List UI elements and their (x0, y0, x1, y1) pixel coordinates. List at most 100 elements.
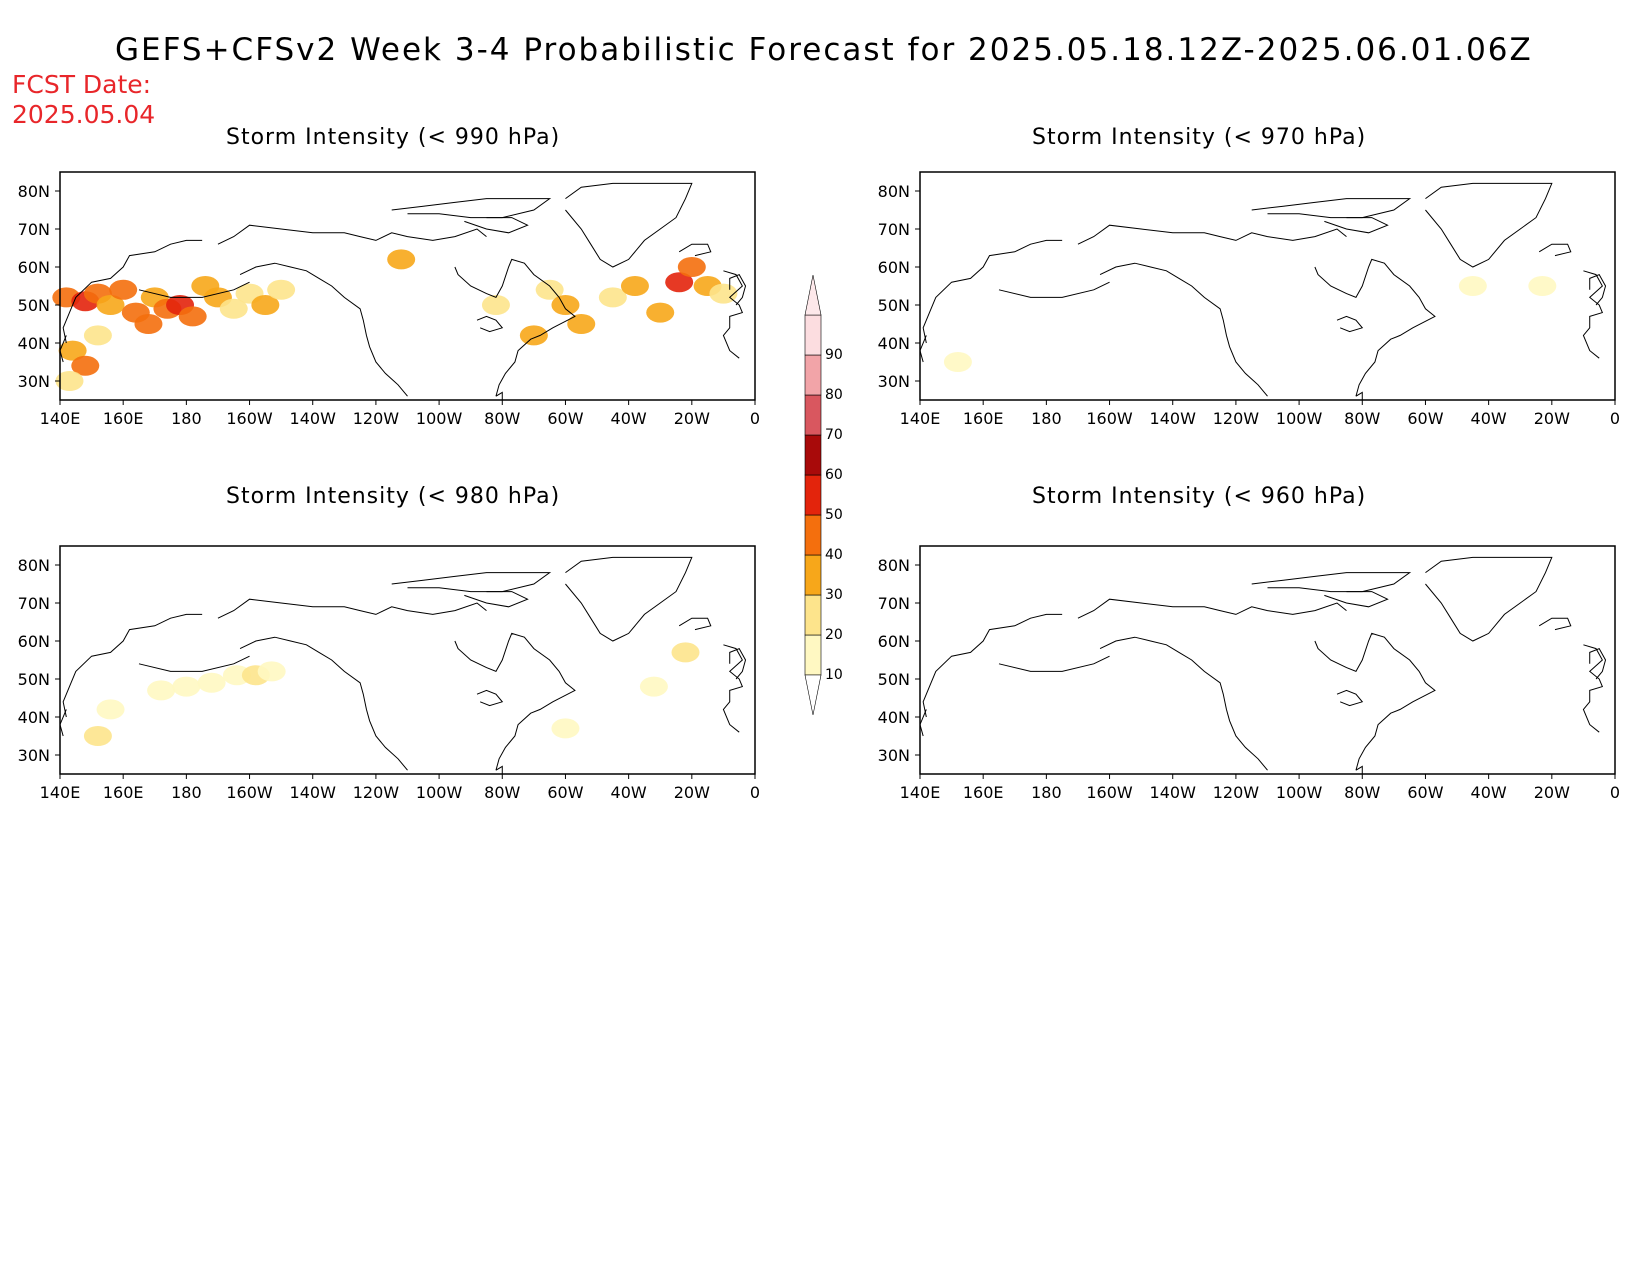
lon-label: 140E (40, 409, 81, 428)
coastline (464, 217, 529, 234)
coastline (495, 391, 503, 400)
probability-cell (671, 642, 700, 663)
coastline (62, 239, 203, 344)
coastline (998, 655, 1110, 672)
panel-title-960: Storm Intensity (< 960 hPa) (1032, 484, 1367, 509)
map-panel-980: 140E 160E 180 160W 140W 120W 100W 80W 60W 40W 20W 0… (18, 545, 760, 802)
lon-label: 20W (674, 409, 710, 428)
lon-label: 120W (353, 783, 400, 802)
lat-label: 60N (18, 258, 50, 277)
coastline (454, 632, 576, 771)
lat-label: 50N (878, 670, 910, 689)
colorbar-label: 60 (825, 467, 843, 483)
coastline (1582, 270, 1604, 359)
probability-cell (567, 314, 596, 334)
lon-label: 0 (1610, 409, 1620, 428)
lat-label: 70N (878, 594, 910, 613)
coastline (678, 617, 712, 631)
probability-cell (257, 661, 286, 682)
fcst-date-label: FCST Date: (12, 70, 152, 99)
coastline (217, 224, 487, 245)
colorbar-bottom-arrow (804, 674, 822, 716)
lat-label: 70N (878, 220, 910, 239)
colorbar-label: 20 (825, 627, 843, 643)
lon-label: 140W (290, 409, 337, 428)
lon-label: 40W (611, 783, 647, 802)
coastline (1077, 224, 1347, 245)
lon-label: 160E (963, 783, 1004, 802)
coastline (1589, 273, 1607, 306)
lon-label: 120W (1213, 409, 1260, 428)
lon-label: 80W (1344, 409, 1380, 428)
lat-label: 30N (878, 372, 910, 391)
probability-cell (83, 325, 112, 346)
coastline (922, 613, 1063, 718)
lon-label: 180 (171, 783, 202, 802)
probability-cell (178, 306, 207, 327)
coastline (922, 239, 1063, 344)
probability-cell (134, 314, 163, 334)
coastline (1589, 647, 1607, 680)
coastline (1324, 591, 1389, 608)
lon-label: 140E (40, 783, 81, 802)
probability-cell (1528, 276, 1557, 296)
coastline (1314, 632, 1436, 771)
colorbar-label: 90 (825, 347, 843, 363)
lon-label: 0 (1610, 783, 1620, 802)
lon-label: 40W (1471, 783, 1507, 802)
coastline (565, 556, 693, 642)
lon-label: 160W (1086, 783, 1133, 802)
coastline (565, 182, 693, 268)
coastline (1425, 182, 1553, 268)
coastline (722, 644, 744, 733)
lat-label: 50N (18, 296, 50, 315)
probability-cell (267, 279, 296, 300)
lon-label: 0 (750, 409, 760, 428)
lon-label: 40W (611, 409, 647, 428)
lon-label: 60W (1407, 409, 1443, 428)
lat-label: 40N (18, 334, 50, 353)
probability-cell (197, 672, 226, 693)
lon-label: 20W (1534, 409, 1570, 428)
probability-cell (665, 272, 694, 293)
lat-label: 50N (18, 670, 50, 689)
lon-label: 40W (1471, 409, 1507, 428)
colorbar-swatch (804, 354, 822, 396)
coastline (476, 689, 504, 707)
coastline (239, 262, 408, 397)
lon-label: 140E (900, 409, 941, 428)
probability-cell (147, 680, 176, 701)
colorbar-swatch (804, 474, 822, 516)
lon-label: 160W (1086, 409, 1133, 428)
lon-label: 80W (484, 783, 520, 802)
lat-label: 30N (878, 746, 910, 765)
probability-cell (172, 676, 201, 697)
probability-cell (1458, 276, 1487, 296)
lat-label: 60N (18, 632, 50, 651)
coastline (138, 655, 250, 672)
coastline (1538, 243, 1572, 257)
probability-cell (251, 295, 280, 315)
probability-cell (709, 283, 738, 304)
coastline (217, 598, 487, 619)
panel-title-990: Storm Intensity (< 990 hPa) (226, 125, 561, 150)
coastline (722, 270, 744, 359)
probability-cell (943, 352, 972, 372)
lon-label: 100W (416, 409, 463, 428)
coastline (476, 315, 504, 333)
colorbar-swatch (804, 514, 822, 556)
lon-label: 100W (416, 783, 463, 802)
colorbar-swatch (804, 634, 822, 676)
coastline (729, 647, 747, 680)
lon-label: 140W (290, 783, 337, 802)
coastline (1336, 689, 1364, 707)
coastline (1099, 262, 1268, 397)
coastline (1099, 636, 1268, 771)
probability-cell (387, 249, 416, 270)
coastline (1336, 315, 1364, 333)
probability-cell (481, 295, 510, 315)
coastline (1324, 217, 1389, 234)
coastline (1582, 644, 1604, 733)
probability-cell (83, 726, 112, 746)
